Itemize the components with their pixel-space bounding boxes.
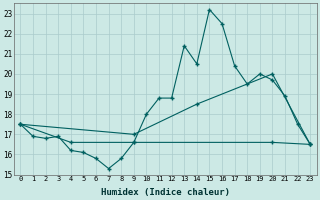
X-axis label: Humidex (Indice chaleur): Humidex (Indice chaleur) <box>101 188 230 197</box>
